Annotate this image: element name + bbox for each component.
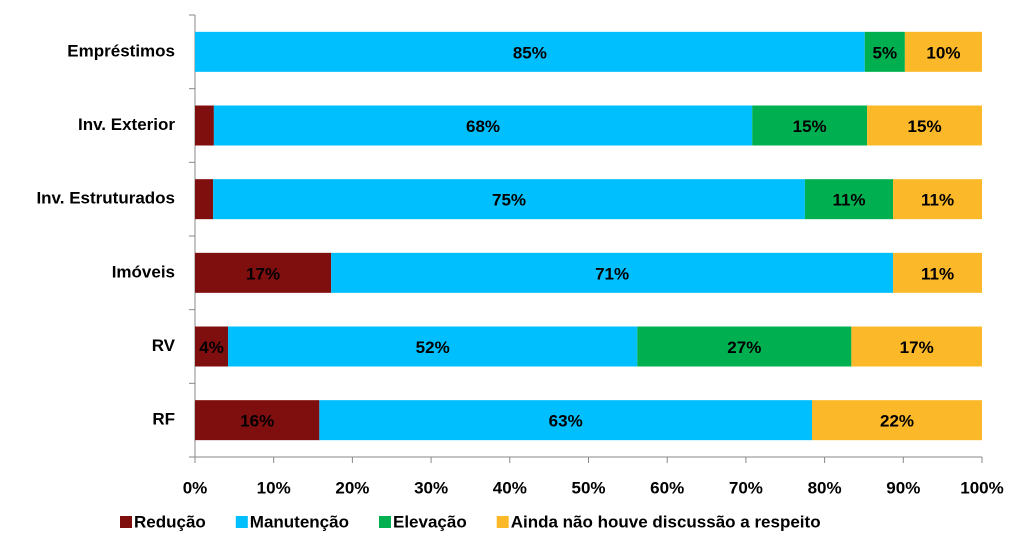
data-label: 22% xyxy=(880,412,914,431)
legend-label: Manutenção xyxy=(250,512,349,531)
bar-segment xyxy=(864,31,905,72)
x-tick-label: 10% xyxy=(257,478,291,497)
bar-segment xyxy=(893,179,982,220)
y-tick-label: RF xyxy=(152,410,175,429)
bar-segment xyxy=(904,31,982,72)
legend-label: Elevação xyxy=(393,512,467,531)
legend-swatch xyxy=(120,516,132,528)
x-tick-label: 60% xyxy=(650,478,684,497)
data-label: 52% xyxy=(416,338,450,357)
bar-segment xyxy=(812,400,982,441)
bar-segment xyxy=(319,400,813,441)
data-label: 75% xyxy=(492,191,526,210)
bar-segment xyxy=(195,326,229,367)
bar-segment xyxy=(752,105,868,146)
y-tick-label: Imóveis xyxy=(112,262,175,281)
x-tick-label: 40% xyxy=(493,478,527,497)
y-tick-label: Inv. Estruturados xyxy=(36,189,175,208)
data-label: 11% xyxy=(921,191,954,210)
data-label: 68% xyxy=(466,117,500,136)
bar-segment xyxy=(195,179,214,220)
legend-swatch xyxy=(496,516,509,528)
bar-segment xyxy=(893,252,982,293)
legend-swatch xyxy=(235,516,248,528)
y-tick-label: RV xyxy=(152,336,176,355)
x-tick-label: 0% xyxy=(183,478,208,497)
bar-segment xyxy=(195,105,214,146)
data-label: 71% xyxy=(595,264,629,283)
bar-segment xyxy=(195,400,320,441)
x-tick-label: 100% xyxy=(960,478,1003,497)
x-tick-label: 50% xyxy=(571,478,605,497)
data-label: 16% xyxy=(240,412,274,431)
data-label: 17% xyxy=(246,264,280,283)
data-label: 85% xyxy=(513,43,547,62)
data-label: 17% xyxy=(900,338,934,357)
x-tick-label: 70% xyxy=(729,478,763,497)
data-label: 5% xyxy=(873,43,898,62)
data-label: 15% xyxy=(908,117,942,136)
bar-segment xyxy=(195,252,332,293)
bar-segment xyxy=(195,31,865,72)
y-tick-label: Inv. Exterior xyxy=(78,115,175,134)
legend-label: Redução xyxy=(134,512,206,531)
bar-segment xyxy=(867,105,982,146)
bar-segment xyxy=(213,105,753,146)
data-label: 63% xyxy=(549,412,583,431)
bar-segment xyxy=(228,326,638,367)
data-label: 10% xyxy=(926,43,960,62)
x-tick-label: 20% xyxy=(335,478,369,497)
bar-segment xyxy=(851,326,982,367)
bar-segment xyxy=(804,179,894,220)
legend-label: Ainda não houve discussão a respeito xyxy=(511,512,821,531)
data-label: 4% xyxy=(199,338,224,357)
data-label: 15% xyxy=(793,117,827,136)
bar-segment xyxy=(637,326,852,367)
data-label: 11% xyxy=(832,191,865,210)
data-label: 11% xyxy=(921,264,954,283)
data-label: 27% xyxy=(727,338,761,357)
x-tick-label: 90% xyxy=(886,478,920,497)
bar-segment xyxy=(213,179,805,220)
bar-segment xyxy=(331,252,894,293)
y-tick-label: Empréstimos xyxy=(67,41,175,60)
legend-swatch xyxy=(378,516,391,528)
x-tick-label: 80% xyxy=(808,478,842,497)
x-tick-label: 30% xyxy=(414,478,448,497)
